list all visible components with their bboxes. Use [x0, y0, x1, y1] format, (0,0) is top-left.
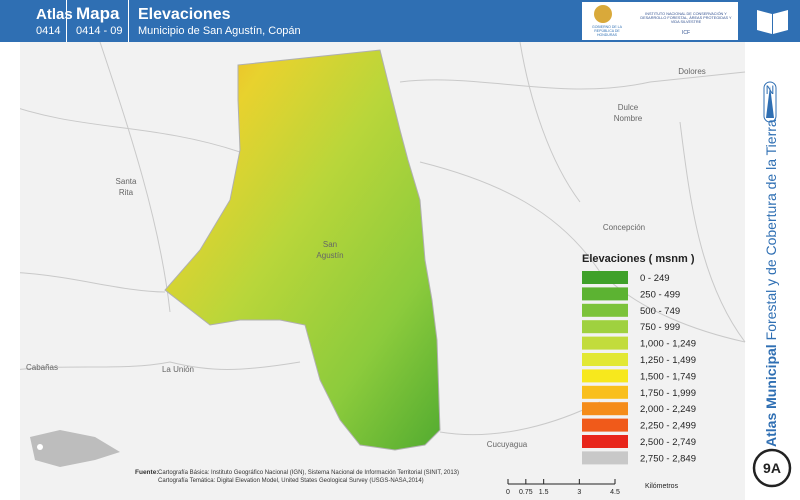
- legend-swatch: [582, 303, 628, 317]
- place-label: Dulce Nombre: [614, 103, 643, 123]
- legend-label: 0 - 249: [640, 273, 670, 284]
- book-icon-box: [745, 0, 800, 42]
- side-title: Atlas Municipal Forestal y de Cobertura d…: [763, 119, 779, 447]
- legend-swatch: [582, 336, 628, 350]
- legend-swatch: [582, 353, 628, 366]
- map: Dolores Dulce Nombre Santa Rita San Agustín Con…: [0, 42, 792, 500]
- logo-box: GOBIERNO DE LA REPÚBLICA DE HONDURAS INS…: [582, 2, 738, 40]
- legend-swatch: [582, 385, 628, 399]
- badge-label: 9A: [763, 460, 781, 476]
- locator-map: [30, 430, 120, 467]
- legend-label: 2,750 - 2,849: [640, 453, 696, 464]
- scale-unit: Kilómetros: [645, 483, 679, 490]
- map-label: Mapa: [76, 4, 120, 23]
- scale-label: 3: [577, 489, 581, 496]
- subtitle: Municipio de San Agustín, Copán: [138, 25, 301, 37]
- legend-swatch: [582, 402, 628, 416]
- logo-acronym: ICF: [681, 30, 691, 36]
- book-icon: [757, 10, 788, 34]
- logo-gov: GOBIERNO DE LA REPÚBLICA DE HONDURAS: [592, 25, 622, 37]
- legend-label: 2,000 - 2,249: [640, 404, 696, 415]
- municipality: [164, 49, 441, 451]
- legend-label: 500 - 749: [640, 306, 680, 317]
- legend-swatch: [582, 320, 628, 334]
- legend-swatch: [582, 418, 628, 432]
- badge: [752, 448, 792, 488]
- legend-swatch: [582, 435, 628, 448]
- legend-label: 750 - 999: [640, 322, 680, 333]
- map-code: 0414 - 09: [76, 25, 123, 37]
- side-normal: Forestal y de Cobertura de la Tierra: [763, 119, 779, 340]
- north-label: N: [766, 83, 775, 97]
- legend-label: 2,500 - 2,749: [640, 437, 696, 448]
- scale-label: 1.5: [539, 489, 549, 496]
- legend-label: 1,000 - 1,249: [640, 339, 696, 350]
- legend-label: 1,750 - 1,999: [640, 388, 696, 399]
- scale-label: 4.5: [610, 489, 620, 496]
- place-label: Cabañas: [26, 363, 58, 372]
- source-line: Cartografía Temática: Digital Elevation …: [158, 478, 424, 484]
- place-label: Dolores: [678, 67, 706, 76]
- legend-swatch: [582, 369, 628, 383]
- atlas-label: Atlas: [36, 6, 73, 23]
- legend-label: 250 - 499: [640, 289, 680, 300]
- place-label: Santa Rita: [116, 177, 137, 197]
- place-label: Cucuyagua: [487, 440, 528, 449]
- side-bold: Atlas Municipal: [763, 344, 779, 447]
- scale-label: 0.75: [519, 489, 533, 496]
- legend-label: 2,250 - 2,499: [640, 421, 696, 432]
- legend-swatch: [582, 451, 628, 465]
- legend-label: 1,250 - 1,499: [640, 355, 696, 366]
- source-label: Fuente:: [135, 469, 158, 476]
- logo-institute: INSTITUTO NACIONAL DE CONSERVACIÓN Y DES…: [640, 12, 732, 24]
- place-label: Concepción: [603, 223, 645, 232]
- title: Elevaciones: [138, 6, 231, 23]
- place-label: San Agustín: [316, 240, 343, 260]
- source-line: Cartografía Básica: Instituto Geográfico…: [158, 470, 459, 476]
- legend-title: Elevaciones ( msnm ): [582, 253, 695, 265]
- place-label: La Unión: [162, 365, 194, 374]
- scale-label: 0: [506, 489, 510, 496]
- legend-swatch: [582, 271, 628, 284]
- atlas-code: 0414: [36, 25, 61, 37]
- legend-label: 1,500 - 1,749: [640, 371, 696, 382]
- header: Atlas 0414 Mapa 0414 - 09 Elevaciones Mu…: [0, 0, 745, 42]
- legend-swatch: [582, 287, 628, 301]
